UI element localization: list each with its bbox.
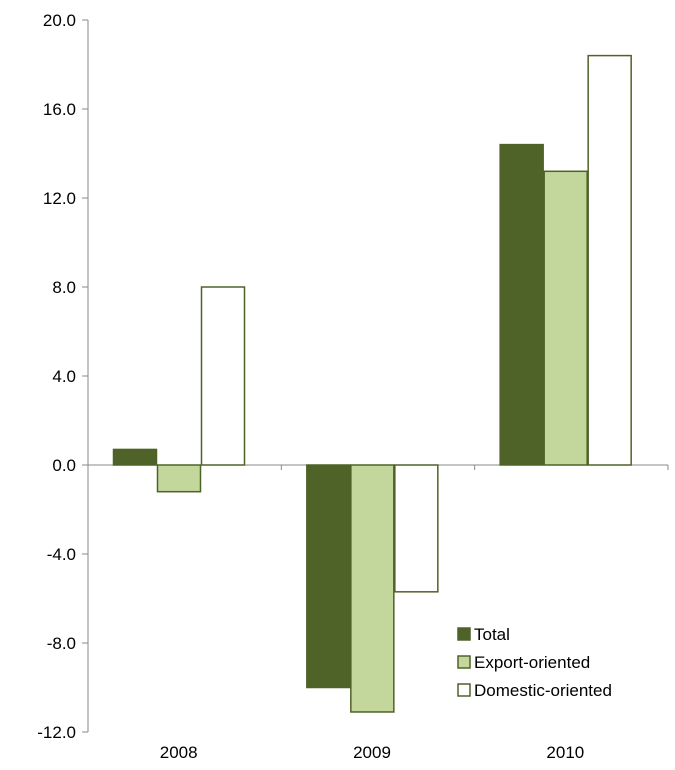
- legend-label: Domestic-oriented: [474, 681, 612, 700]
- legend-label: Export-oriented: [474, 653, 590, 672]
- bar-domestic-oriented-2010: [587, 54, 632, 466]
- bar-export-oriented-2010: [543, 170, 588, 466]
- bar-total-2008: [112, 448, 158, 466]
- bar-export-oriented-2009: [350, 464, 395, 713]
- legend-label: Total: [474, 625, 510, 644]
- y-tick-label: 8.0: [52, 278, 76, 297]
- bars: [112, 54, 632, 713]
- y-tick-label: -8.0: [47, 634, 76, 653]
- legend-swatch: [457, 683, 471, 697]
- x-tick-label: 2010: [546, 743, 584, 762]
- legend: Total Export-oriented Domestic-oriented: [457, 625, 612, 700]
- bar-domestic-oriented-2009: [394, 464, 439, 593]
- y-tick-label: 20.0: [43, 11, 76, 30]
- y-tick-label: -12.0: [37, 723, 76, 742]
- y-tick-label: 0.0: [52, 456, 76, 475]
- bar-total-2010: [499, 143, 544, 466]
- bar-domestic-oriented-2008: [200, 286, 246, 466]
- x-tick-label: 2009: [353, 743, 391, 762]
- y-tick-label: 16.0: [43, 100, 76, 119]
- y-tick-label: 4.0: [52, 367, 76, 386]
- tick-labels: 20.0 16.0 12.0 8.0 4.0 0.0 -4.0 -8.0 -12.0 2008 20…: [37, 11, 584, 762]
- y-tick-label: 12.0: [43, 189, 76, 208]
- legend-swatch: [457, 655, 471, 669]
- y-tick-label: -4.0: [47, 545, 76, 564]
- bar-export-oriented-2008: [156, 464, 202, 493]
- bar-total-2009: [306, 464, 351, 689]
- x-tick-label: 2008: [160, 743, 198, 762]
- legend-swatch: [457, 627, 471, 641]
